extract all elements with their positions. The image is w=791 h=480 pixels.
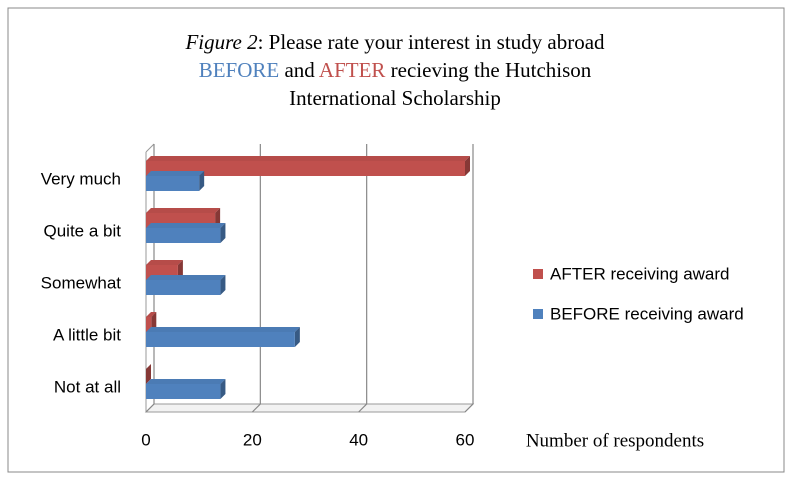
bar-top-face bbox=[146, 208, 221, 213]
chart-title-part: Figure 2 bbox=[184, 30, 258, 54]
y-tick-label: A little bit bbox=[53, 325, 121, 344]
bar-side-face bbox=[294, 327, 300, 347]
bar bbox=[146, 228, 221, 243]
chart-title-line: International Scholarship bbox=[289, 86, 501, 110]
chart-frame bbox=[7, 7, 785, 473]
bar-top-face bbox=[146, 223, 226, 228]
legend-label: BEFORE receiving award bbox=[550, 304, 744, 323]
x-tick-label: 60 bbox=[456, 430, 475, 449]
y-tick-label: Quite a bit bbox=[44, 221, 122, 240]
y-tick-label: Somewhat bbox=[41, 273, 122, 292]
grid-line bbox=[358, 144, 368, 413]
x-tick-label: 20 bbox=[243, 430, 262, 449]
bar bbox=[146, 176, 200, 191]
plot-side-wall-top bbox=[145, 143, 155, 153]
bar-side-face bbox=[220, 275, 226, 295]
chart-title-part: BEFORE bbox=[199, 58, 280, 82]
bar-top-face bbox=[146, 312, 157, 317]
legend-label: AFTER receiving award bbox=[550, 264, 730, 283]
y-tick-label: Not at all bbox=[54, 377, 121, 396]
chart-title-part: International Scholarship bbox=[289, 86, 501, 110]
bar bbox=[146, 317, 152, 332]
x-tick-label: 40 bbox=[349, 430, 368, 449]
chart-title-line: Figure 2: Please rate your interest in s… bbox=[184, 30, 605, 54]
bar-top-face bbox=[146, 156, 470, 161]
x-axis-title: Number of respondents bbox=[526, 430, 704, 451]
x-tick-label: 0 bbox=[141, 430, 150, 449]
bar bbox=[146, 161, 465, 176]
bar-top-face bbox=[146, 327, 300, 332]
bar-side-face bbox=[220, 379, 226, 399]
grid-line bbox=[464, 144, 474, 413]
bar-side-face bbox=[220, 223, 226, 243]
chart-title-part: recieving the Hutchison bbox=[385, 58, 591, 82]
chart-title-part: and bbox=[279, 58, 319, 82]
legend-swatch bbox=[533, 269, 543, 279]
bar-top-face bbox=[146, 379, 226, 384]
chart-title-line: BEFORE and AFTER recieving the Hutchison bbox=[199, 58, 592, 82]
bar bbox=[146, 384, 221, 399]
bar-side-face bbox=[146, 364, 151, 384]
bar-side-face bbox=[465, 156, 470, 176]
legend-swatch bbox=[533, 309, 543, 319]
y-tick-label: Very much bbox=[41, 169, 121, 188]
bar-top-face bbox=[146, 171, 205, 176]
bar bbox=[146, 280, 221, 295]
bar-top-face bbox=[146, 275, 226, 280]
chart-title-part: : Please rate your interest in study abr… bbox=[258, 30, 605, 54]
chart-title-part: AFTER bbox=[319, 58, 386, 82]
bar-side-face bbox=[199, 171, 205, 191]
grid-line bbox=[251, 144, 261, 413]
bar bbox=[146, 332, 295, 347]
plot-floor bbox=[144, 403, 475, 413]
bar-top-face bbox=[146, 260, 183, 265]
